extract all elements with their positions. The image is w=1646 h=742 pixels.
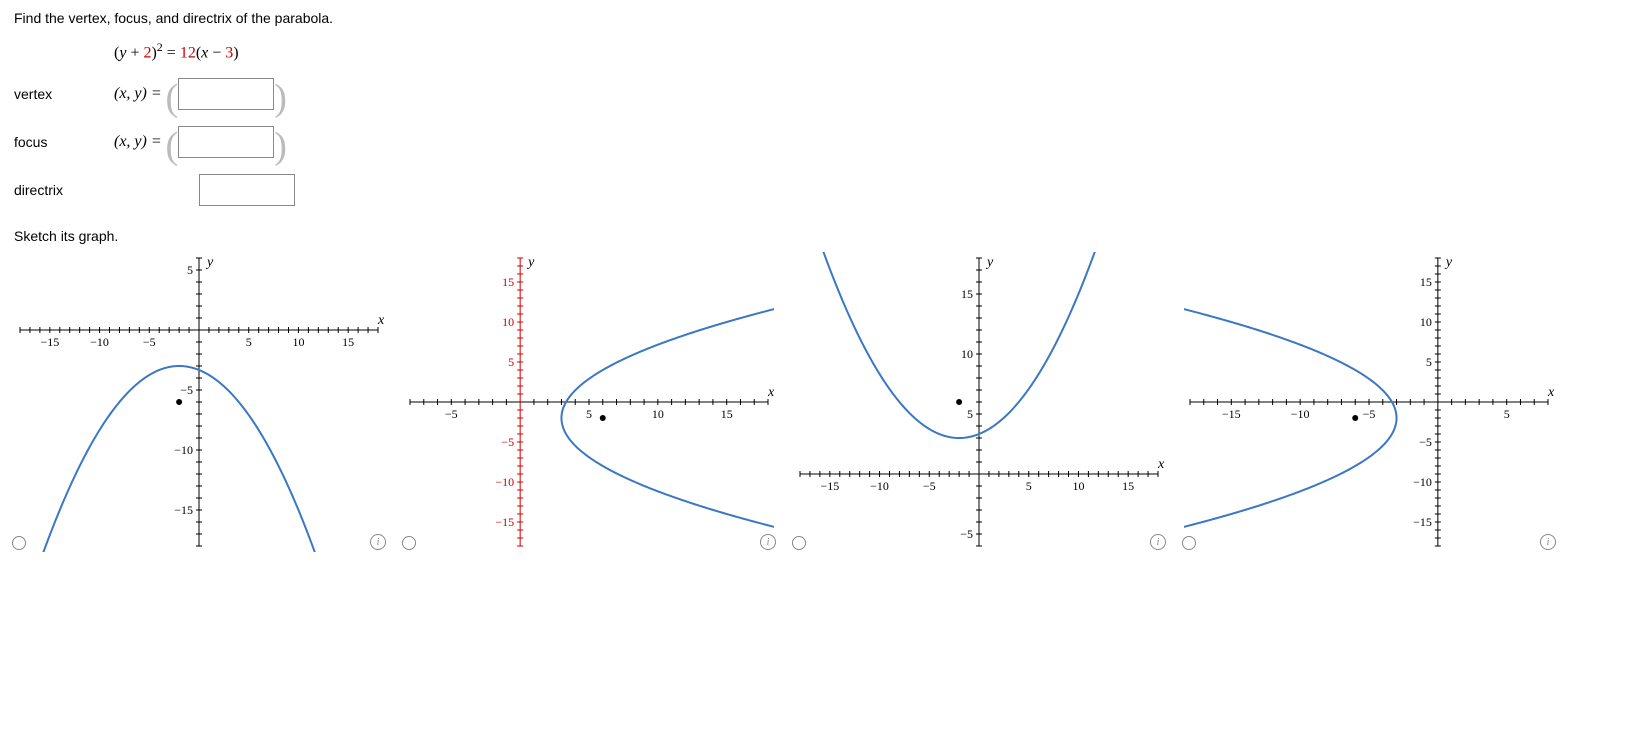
graph-radio[interactable]: [1182, 536, 1196, 550]
svg-text:10: 10: [961, 347, 973, 361]
svg-text:−15: −15: [495, 515, 514, 529]
focus-input[interactable]: [178, 126, 274, 158]
svg-text:x: x: [377, 313, 384, 328]
svg-text:−15: −15: [40, 335, 59, 349]
svg-text:10: 10: [1420, 315, 1432, 329]
svg-text:−5: −5: [143, 335, 156, 349]
vertex-input[interactable]: [178, 78, 274, 110]
svg-text:10: 10: [292, 335, 304, 349]
svg-text:5: 5: [586, 407, 592, 421]
svg-text:y: y: [526, 255, 535, 270]
info-icon[interactable]: i: [1540, 534, 1556, 550]
sketch-prompt: Sketch its graph.: [14, 228, 1632, 244]
svg-text:x: x: [1157, 457, 1164, 472]
svg-text:−5: −5: [180, 383, 193, 397]
svg-text:y: y: [1444, 255, 1453, 270]
svg-text:y: y: [205, 255, 214, 270]
svg-text:−10: −10: [1291, 407, 1310, 421]
equation: (y + 2)2 = 12(x − 3): [114, 40, 239, 62]
svg-text:−10: −10: [90, 335, 109, 349]
svg-text:−5: −5: [1419, 435, 1432, 449]
svg-text:15: 15: [342, 335, 354, 349]
svg-text:5: 5: [187, 263, 193, 277]
info-icon[interactable]: i: [1150, 534, 1166, 550]
graph-option-3[interactable]: −15 −10 −5 5 10 15 −5 5 10 15 x y i: [794, 252, 1164, 552]
svg-text:−10: −10: [495, 475, 514, 489]
svg-text:10: 10: [502, 315, 514, 329]
graph-radio[interactable]: [402, 536, 416, 550]
svg-text:15: 15: [502, 275, 514, 289]
svg-text:−15: −15: [1413, 515, 1432, 529]
directrix-label: directrix: [14, 182, 114, 198]
svg-text:5: 5: [1504, 407, 1510, 421]
svg-text:−10: −10: [174, 443, 193, 457]
focus-label: focus: [14, 134, 114, 150]
svg-text:15: 15: [1420, 275, 1432, 289]
svg-text:x: x: [1547, 385, 1554, 400]
svg-text:5: 5: [508, 355, 514, 369]
svg-text:10: 10: [652, 407, 664, 421]
svg-text:15: 15: [721, 407, 733, 421]
svg-text:−15: −15: [1222, 407, 1241, 421]
question-prompt: Find the vertex, focus, and directrix of…: [14, 10, 1632, 26]
graph-option-4[interactable]: −15 −10 −5 5 −15 −10 −5 5 10 15 x y i: [1184, 252, 1554, 552]
info-icon[interactable]: i: [760, 534, 776, 550]
svg-text:−5: −5: [923, 479, 936, 493]
svg-text:5: 5: [1026, 479, 1032, 493]
xy-equals: (x, y) =: [114, 133, 162, 151]
graph-radio[interactable]: [12, 536, 26, 550]
svg-text:x: x: [767, 385, 774, 400]
info-icon[interactable]: i: [370, 534, 386, 550]
vertex-label: vertex: [14, 86, 114, 102]
svg-text:−10: −10: [1413, 475, 1432, 489]
svg-text:5: 5: [246, 335, 252, 349]
svg-text:5: 5: [1426, 355, 1432, 369]
svg-text:15: 15: [961, 287, 973, 301]
svg-text:y: y: [985, 255, 994, 270]
svg-text:5: 5: [967, 407, 973, 421]
svg-text:15: 15: [1122, 479, 1134, 493]
svg-text:−5: −5: [445, 407, 458, 421]
xy-equals: (x, y) =: [114, 85, 162, 103]
svg-text:−5: −5: [960, 527, 973, 541]
svg-text:−5: −5: [1363, 407, 1376, 421]
svg-text:−15: −15: [174, 503, 193, 517]
graph-option-2[interactable]: −5 5 10 15 −15 −10 −5 5 10 15 x y i: [404, 252, 774, 552]
graph-option-1[interactable]: −15 −10 −5 5 10 15 −15 −10 −5 5 x y i: [14, 252, 384, 552]
svg-text:−5: −5: [501, 435, 514, 449]
directrix-input[interactable]: [199, 174, 295, 206]
graph-radio[interactable]: [792, 536, 806, 550]
svg-text:−10: −10: [870, 479, 889, 493]
svg-text:10: 10: [1072, 479, 1084, 493]
svg-text:−15: −15: [820, 479, 839, 493]
